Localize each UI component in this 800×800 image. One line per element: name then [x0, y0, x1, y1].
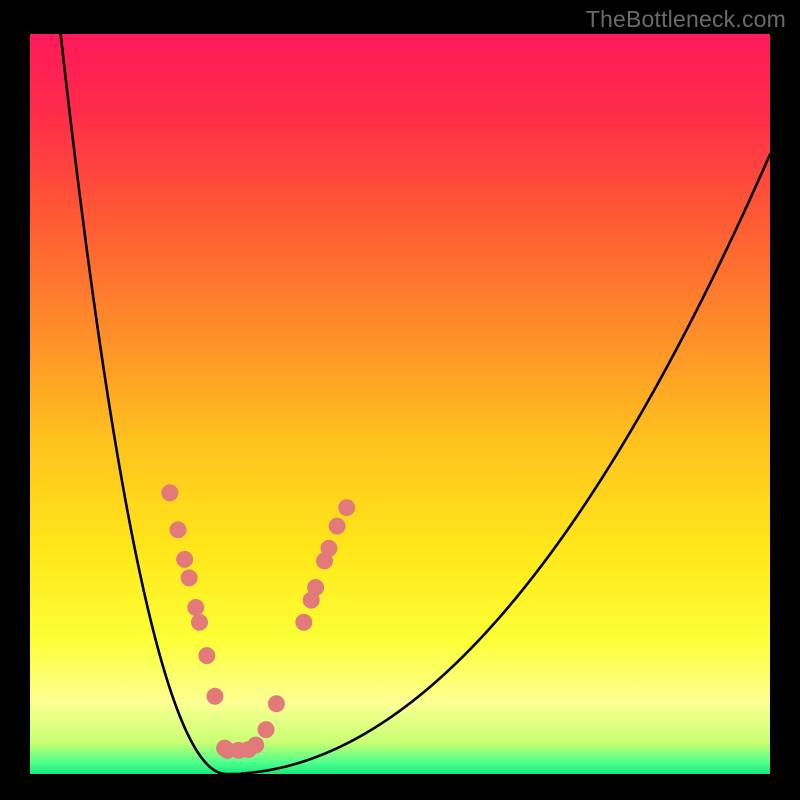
data-marker — [198, 647, 215, 664]
data-marker — [258, 721, 275, 738]
data-marker — [161, 484, 178, 501]
data-marker — [307, 579, 324, 596]
data-marker — [295, 614, 312, 631]
data-marker — [176, 551, 193, 568]
data-marker — [320, 540, 337, 557]
data-marker — [187, 599, 204, 616]
data-marker — [338, 499, 355, 516]
data-marker — [181, 569, 198, 586]
data-marker — [170, 521, 187, 538]
watermark-text: TheBottleneck.com — [586, 6, 786, 33]
chart-container: TheBottleneck.com — [0, 0, 800, 800]
plot-background — [30, 34, 770, 774]
data-marker — [247, 737, 264, 754]
data-marker — [329, 518, 346, 535]
data-marker — [191, 614, 208, 631]
bottleneck-chart — [0, 0, 800, 800]
data-marker — [268, 695, 285, 712]
data-marker — [207, 688, 224, 705]
